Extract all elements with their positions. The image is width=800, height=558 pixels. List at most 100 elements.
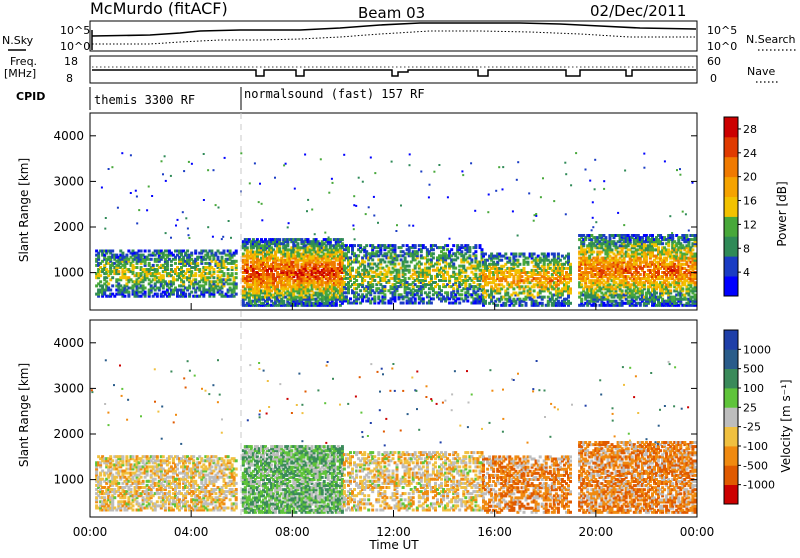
range-cell [186, 257, 190, 261]
range-cell [178, 274, 181, 278]
range-cell [290, 264, 294, 268]
range-cell [163, 282, 167, 286]
range-cell [336, 242, 340, 246]
range-cell [542, 289, 546, 293]
range-cell [300, 271, 304, 274]
range-cell [204, 261, 208, 265]
range-cell [565, 273, 568, 276]
range-cell [284, 240, 288, 244]
range-cell [143, 261, 147, 265]
range-cell [296, 287, 300, 291]
range-cell [245, 275, 249, 279]
range-cell [409, 283, 413, 287]
range-cell [324, 291, 328, 295]
range-cell [278, 240, 282, 244]
range-cell [324, 287, 328, 291]
range-cell [340, 287, 344, 291]
range-cell [272, 273, 276, 276]
range-cell [548, 266, 552, 270]
range-cell [470, 285, 474, 289]
range-cell [184, 286, 188, 290]
range-cell [234, 259, 238, 263]
range-cell [500, 287, 504, 291]
range-cell [338, 271, 342, 274]
range-cell [245, 283, 249, 287]
range-cell [266, 303, 269, 307]
range-cell [365, 270, 369, 274]
range-cell [153, 270, 157, 274]
range-cell [107, 286, 111, 290]
range-cell [214, 263, 218, 267]
range-cell [194, 266, 198, 269]
range-cell [565, 277, 568, 281]
range-cell [288, 260, 292, 264]
range-cell [318, 303, 322, 307]
range-cell [257, 287, 261, 291]
range-cell [222, 261, 226, 265]
range-cell [438, 297, 441, 301]
range-cell [476, 293, 480, 297]
range-cell [413, 299, 417, 303]
range-cell [401, 270, 405, 274]
range-cell [300, 293, 304, 297]
range-cell [296, 277, 300, 281]
range-cell [117, 263, 121, 267]
range-cell [243, 303, 247, 307]
range-cell [361, 272, 365, 276]
range-cell [312, 303, 316, 307]
range-cell [149, 288, 153, 292]
range-cell [212, 284, 216, 288]
range-cell [249, 299, 253, 303]
range-cell [318, 293, 322, 297]
range-cell [105, 268, 109, 271]
range-cell [371, 258, 375, 262]
range-cell [538, 283, 542, 287]
range-cell [448, 262, 452, 266]
range-cell [174, 261, 177, 265]
range-cell [546, 271, 550, 274]
range-cell [196, 261, 200, 265]
range-cell [260, 250, 263, 254]
range-cell [312, 264, 316, 268]
range-cell [440, 289, 443, 293]
range-cell [377, 244, 381, 248]
range-cell [417, 248, 421, 252]
range-cell [251, 287, 255, 291]
range-cell [117, 259, 121, 263]
range-cell [262, 281, 265, 285]
range-cell [506, 281, 510, 285]
range-cell [472, 276, 476, 280]
range-cell [255, 277, 259, 281]
range-cell [255, 264, 259, 268]
range-cell [161, 280, 165, 284]
range-cell [241, 254, 245, 258]
range-cell [266, 246, 269, 250]
range-cell [336, 244, 340, 248]
range-cell [270, 285, 274, 289]
range-cell [131, 272, 135, 276]
range-cell [436, 291, 439, 295]
range-cell [176, 292, 179, 296]
range-cell [458, 293, 462, 297]
range-cell [302, 275, 306, 279]
range-cell [373, 252, 377, 256]
range-cell [282, 287, 286, 291]
range-cell [304, 268, 308, 272]
range-cell [260, 297, 263, 301]
range-cell [230, 294, 234, 298]
range-cell [393, 285, 397, 289]
range-cell [407, 299, 411, 303]
range-cell [340, 256, 344, 260]
range-cell [401, 262, 405, 266]
range-cell [274, 250, 278, 254]
range-cell [586, 291, 590, 295]
range-cell [478, 285, 482, 289]
range-cell [446, 291, 450, 295]
range-cell [268, 242, 272, 246]
range-cell [188, 274, 192, 278]
range-cell [253, 289, 257, 293]
range-cell [314, 268, 318, 272]
range-cell [436, 274, 439, 278]
range-cell [448, 252, 452, 256]
range-cell [330, 289, 334, 293]
